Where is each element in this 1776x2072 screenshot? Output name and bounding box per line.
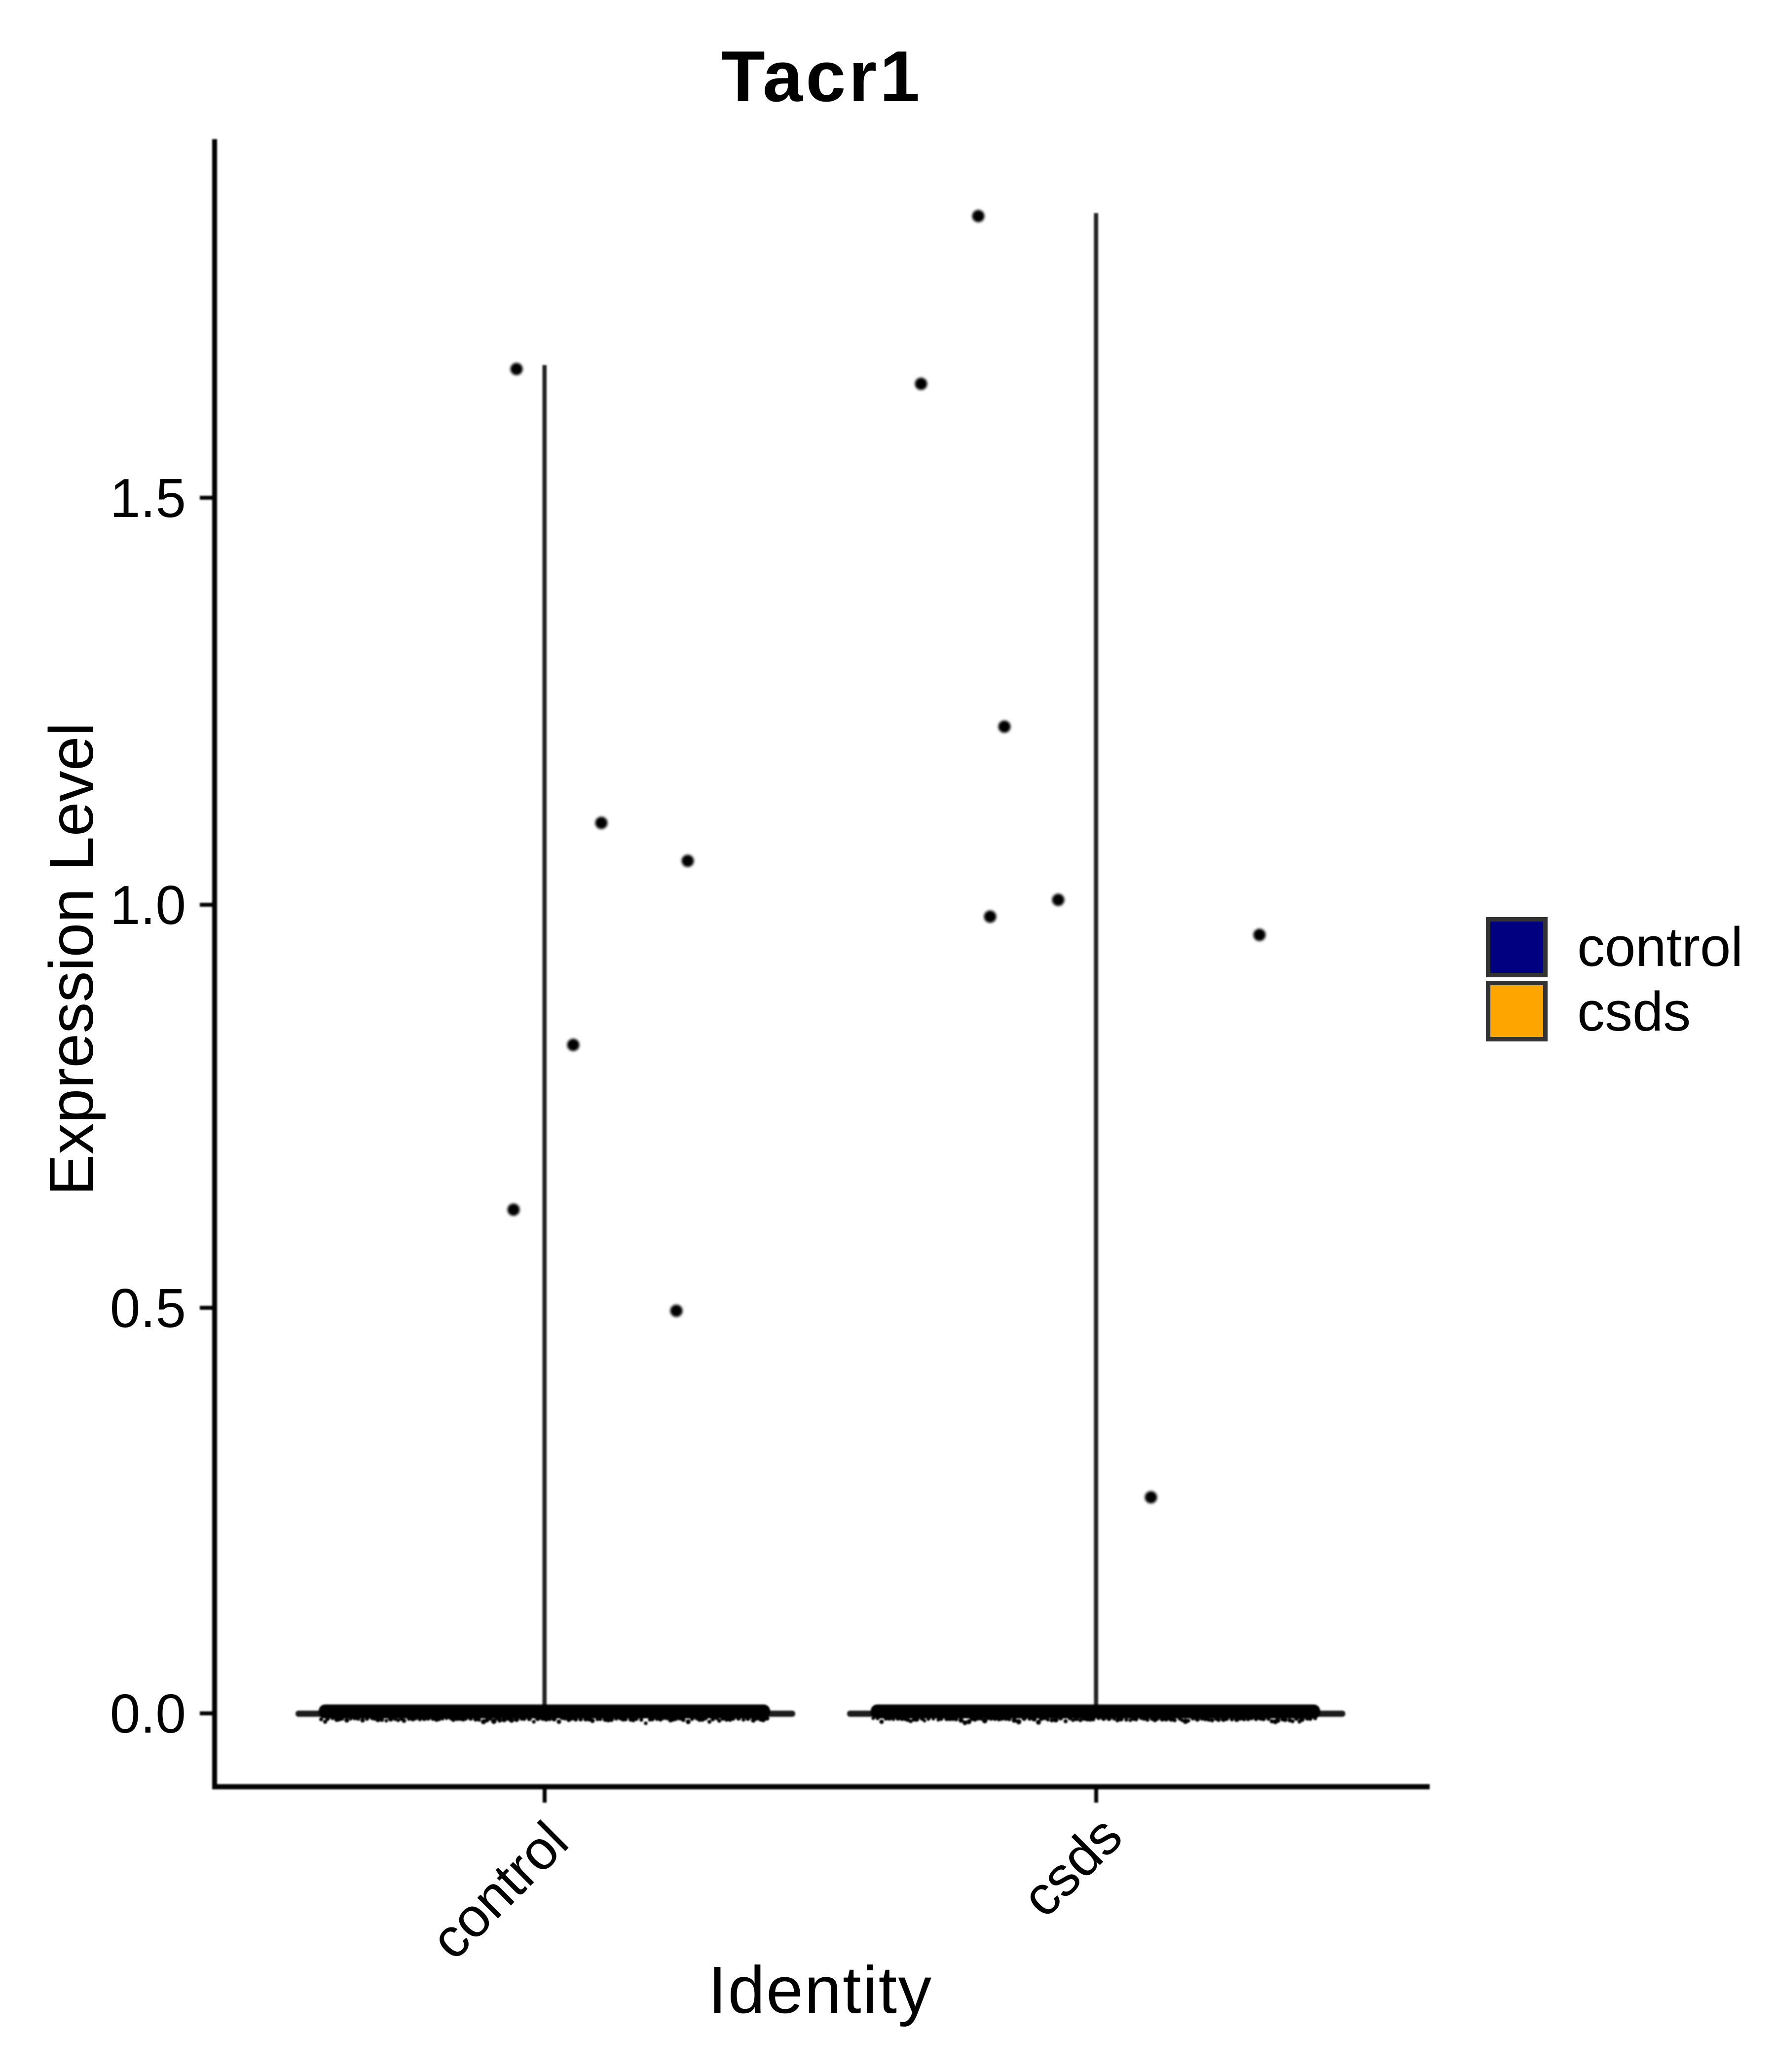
svg-text:1.5: 1.5 xyxy=(110,468,186,529)
svg-text:Expression Level: Expression Level xyxy=(37,722,106,1196)
svg-text:csds: csds xyxy=(1577,981,1691,1042)
svg-text:Identity: Identity xyxy=(708,1953,932,2027)
svg-text:Tacr1: Tacr1 xyxy=(721,36,923,116)
svg-text:0.5: 0.5 xyxy=(110,1278,186,1339)
svg-text:0.0: 0.0 xyxy=(110,1683,186,1744)
svg-text:1.0: 1.0 xyxy=(110,875,186,936)
svg-text:control: control xyxy=(1577,916,1743,978)
